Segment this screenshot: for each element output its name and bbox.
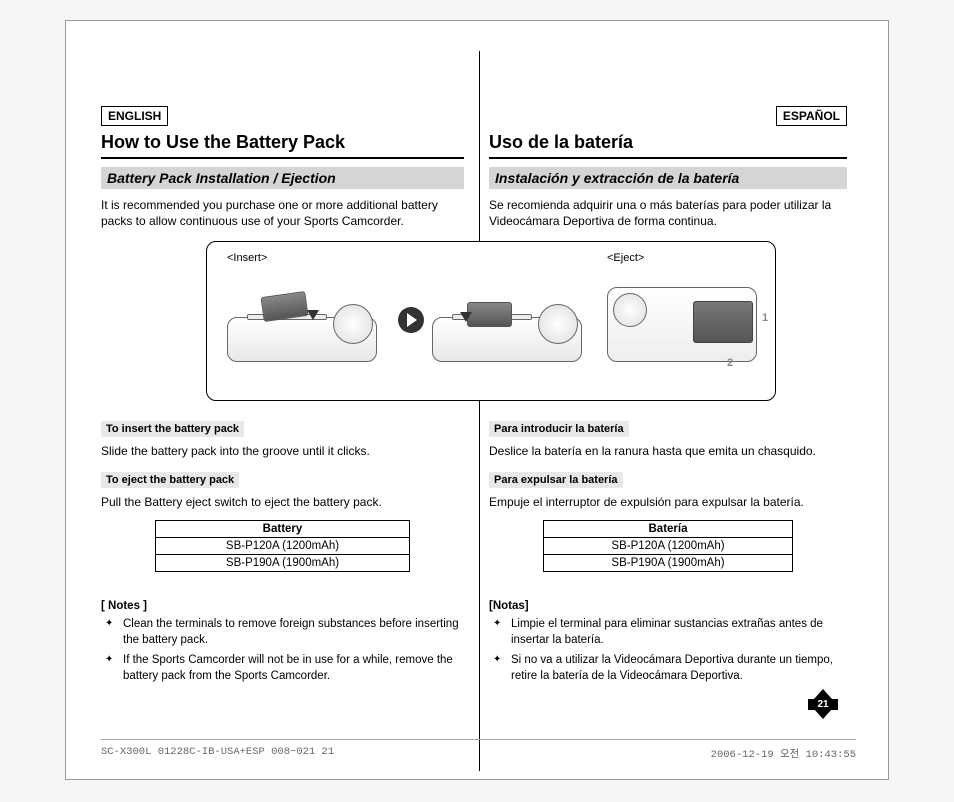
notes-list-es: Limpie el terminal para eliminar sustanc… <box>489 616 847 684</box>
notes-list-en: Clean the terminals to remove foreign su… <box>101 616 464 684</box>
title-es: Uso de la batería <box>489 132 847 159</box>
footer-right: 2006-12-19 오전 10:43:55 <box>711 746 856 761</box>
battery-diagram: <Insert> <Eject> 1 2 <box>206 241 776 401</box>
insert-text-en: Slide the battery pack into the groove u… <box>101 443 464 459</box>
notes-heading-en: [ Notes ] <box>101 600 464 612</box>
sequence-arrow-icon <box>398 307 424 333</box>
section-heading-es: Instalación y extracción de la batería <box>489 167 847 189</box>
camera-insert-2-icon <box>432 292 582 362</box>
lang-badge-en: ENGLISH <box>101 106 168 126</box>
section-heading-en: Battery Pack Installation / Ejection <box>101 167 464 189</box>
battery-table-en: Battery SB-P120A (1200mAh) SB-P190A (190… <box>155 520 409 572</box>
callout-2: 2 <box>727 357 733 369</box>
list-item: Clean the terminals to remove foreign su… <box>105 616 464 648</box>
insert-label-en: To insert the battery pack <box>101 421 244 437</box>
manual-page: ENGLISH How to Use the Battery Pack Batt… <box>65 20 889 780</box>
insert-label-es: Para introducir la batería <box>489 421 629 437</box>
eject-tag: <Eject> <box>607 252 644 264</box>
notes-heading-es: [Notas] <box>489 600 847 612</box>
title-en: How to Use the Battery Pack <box>101 132 464 159</box>
eject-label-en: To eject the battery pack <box>101 472 239 488</box>
list-item: Limpie el terminal para eliminar sustanc… <box>493 616 847 648</box>
list-item: Si no va a utilizar la Videocámara Depor… <box>493 652 847 684</box>
list-item: If the Sports Camcorder will not be in u… <box>105 652 464 684</box>
intro-en: It is recommended you purchase one or mo… <box>101 197 464 229</box>
print-footer: SC-X300L 01228C-IB-USA+ESP 008~021 21 20… <box>101 739 856 761</box>
table-row: SB-P190A (1900mAh) <box>156 554 409 571</box>
page-number-badge: 21 <box>808 697 838 719</box>
eject-text-en: Pull the Battery eject switch to eject t… <box>101 494 464 510</box>
eject-label-es: Para expulsar la batería <box>489 472 623 488</box>
battery-table-es: Batería SB-P120A (1200mAh) SB-P190A (190… <box>543 520 794 572</box>
table-head-es: Batería <box>543 520 793 537</box>
lang-badge-es: ESPAÑOL <box>776 106 847 126</box>
table-row: SB-P120A (1200mAh) <box>543 537 793 554</box>
column-divider <box>479 51 480 771</box>
table-row: SB-P120A (1200mAh) <box>156 537 409 554</box>
camera-eject-icon <box>607 287 757 362</box>
insert-tag: <Insert> <box>227 252 267 264</box>
eject-text-es: Empuje el interruptor de expulsión para … <box>489 494 847 510</box>
camera-insert-1-icon <box>227 292 377 362</box>
insert-text-es: Deslice la batería en la ranura hasta qu… <box>489 443 847 459</box>
callout-1: 1 <box>762 312 768 324</box>
table-row: SB-P190A (1900mAh) <box>543 554 793 571</box>
intro-es: Se recomienda adquirir una o más batería… <box>489 197 847 229</box>
table-head-en: Battery <box>156 520 409 537</box>
footer-left: SC-X300L 01228C-IB-USA+ESP 008~021 21 <box>101 746 334 761</box>
